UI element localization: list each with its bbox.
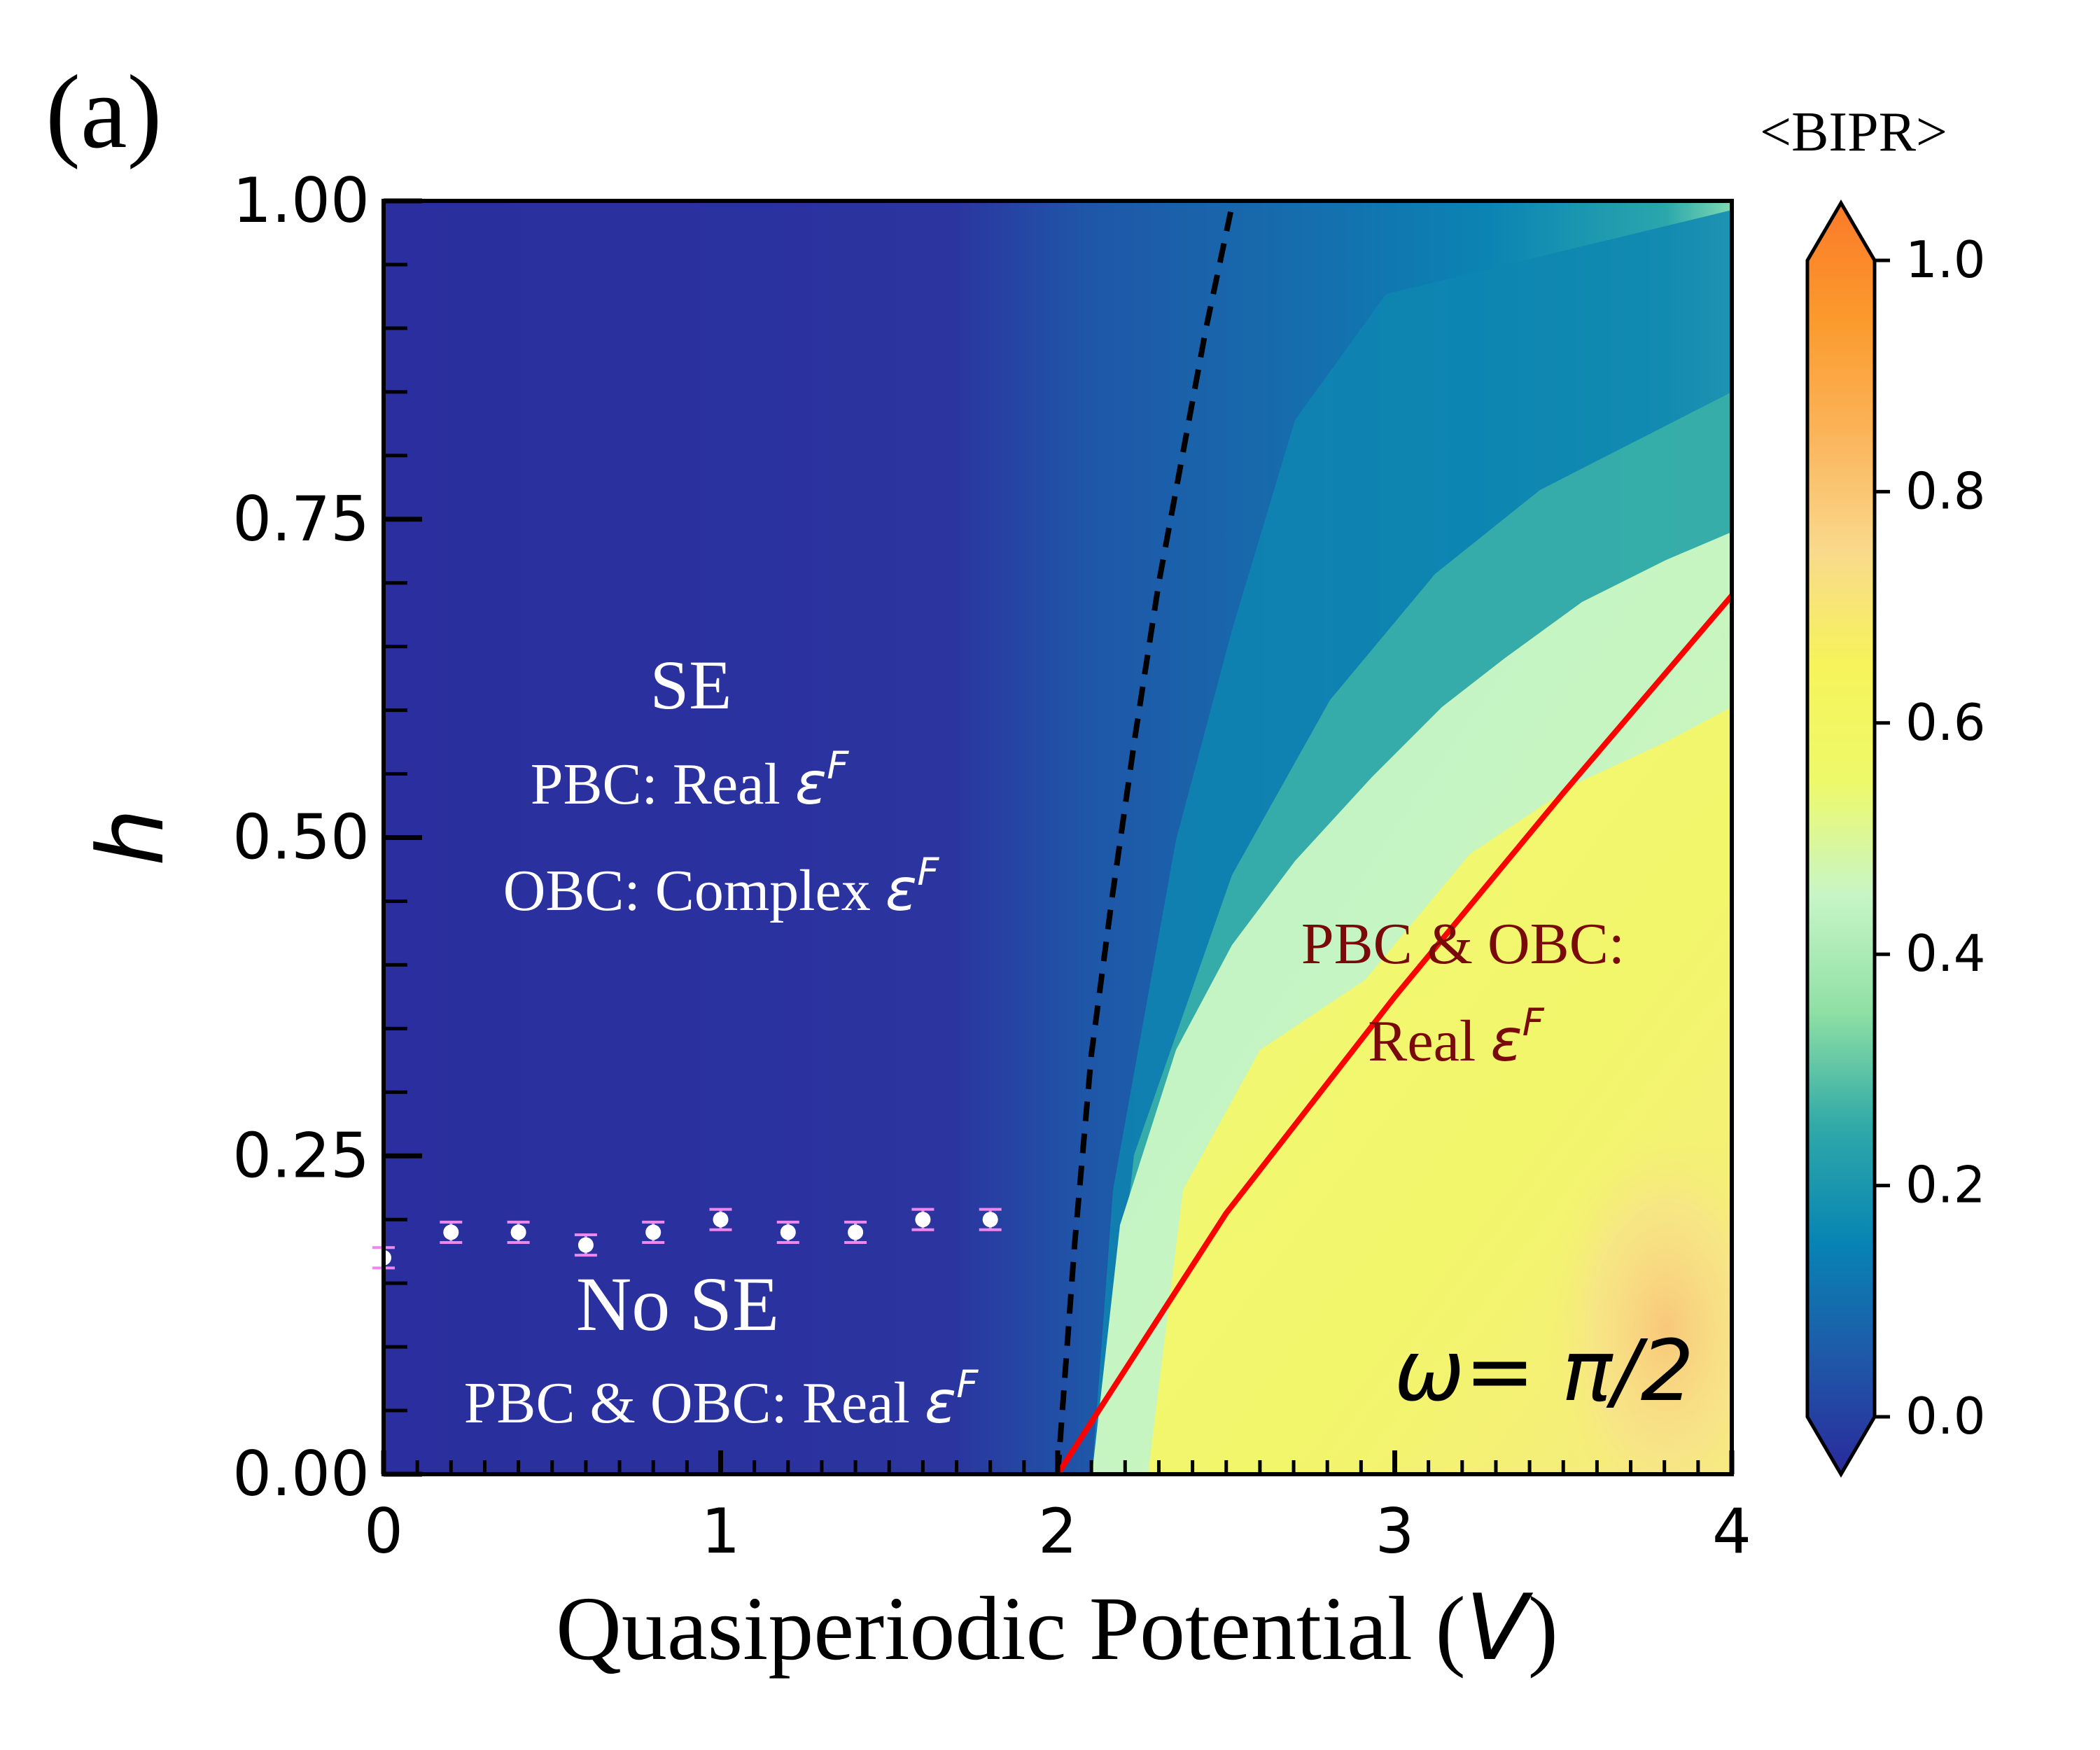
colorbar-tick-label: 0.4 — [1905, 924, 1986, 983]
right-line2-text: Real — [1368, 1009, 1490, 1074]
real-spectrum-boundary-line — [1055, 594, 1735, 1476]
y-tick-label: 0.50 — [232, 802, 370, 874]
data-point — [443, 1224, 459, 1240]
data-point — [713, 1212, 729, 1228]
se-obc-eps: ε — [886, 855, 917, 924]
x-tick-label: 1 — [701, 1495, 741, 1567]
colorbar — [1805, 200, 1877, 1478]
nose-both-label: PBC & OBC: Real εF — [464, 1362, 979, 1436]
se-pbc-eps: ε — [795, 749, 827, 818]
se-pbc-label: PBC: Real εF — [531, 743, 849, 818]
se-pbc-eps-sup: F — [827, 743, 849, 788]
x-axis-label-text: Quasiperiodic Potential ( — [556, 1578, 1466, 1679]
curves-layer — [1055, 200, 1735, 1476]
colorbar-tick-label: 0.2 — [1905, 1156, 1986, 1214]
right-line1: PBC & OBC: — [1301, 911, 1625, 976]
y-tick-label: 0.75 — [232, 483, 370, 555]
nose-both-eps: ε — [925, 1368, 956, 1436]
se-title: SE — [650, 646, 732, 724]
x-axis-label-close: ) — [1528, 1578, 1558, 1679]
colorbar-title: <BIPR> — [1760, 102, 1947, 163]
data-point — [915, 1212, 931, 1228]
heatmap — [384, 201, 1732, 1474]
data-point — [578, 1237, 594, 1253]
nose-both-text: PBC & OBC: Real — [464, 1371, 925, 1436]
panel-label: (a) — [46, 54, 162, 170]
colorbar-tick-label: 0.8 — [1905, 461, 1986, 520]
se-obc-label: OBC: Complex εF — [503, 850, 939, 924]
colorbar-tick-label: 0.6 — [1905, 693, 1986, 752]
x-axis-label-var: V — [1466, 1574, 1534, 1681]
colorbar-tick-label: 0.0 — [1905, 1387, 1986, 1446]
data-point — [510, 1224, 526, 1240]
se-pbc-text: PBC: Real — [531, 752, 795, 817]
heatmap-orange-glow — [1540, 1120, 1732, 1474]
y-tick-label: 1.00 — [232, 164, 370, 237]
x-axis-label: Quasiperiodic Potential (V) — [556, 1574, 1558, 1681]
data-point — [848, 1224, 864, 1240]
nose-title: No SE — [576, 1261, 779, 1347]
se-obc-text: OBC: Complex — [503, 858, 886, 923]
colorbar-tick-label: 1.0 — [1905, 230, 1986, 289]
x-tick-label: 0 — [364, 1495, 403, 1567]
x-tick-label: 3 — [1376, 1495, 1415, 1567]
right-line2: Real εF — [1368, 1000, 1544, 1074]
y-tick-label: 0.25 — [232, 1119, 370, 1191]
data-point — [645, 1224, 662, 1240]
right-eps-sup: F — [1522, 1000, 1545, 1044]
y-axis-label: h — [78, 808, 184, 866]
ticks-layer: 0 1 2 3 4 0.00 0.25 0.50 0.75 1.00 — [232, 164, 1751, 1567]
y-tick-label: 0.00 — [232, 1438, 370, 1510]
se-obc-eps-sup: F — [917, 850, 939, 894]
data-point — [982, 1212, 998, 1228]
right-eps: ε — [1490, 1006, 1522, 1074]
data-point — [780, 1224, 796, 1240]
colorbar-ticks-layer: 0.0 0.2 0.4 0.6 0.8 1.0 — [1875, 230, 1986, 1446]
x-tick-label: 2 — [1038, 1495, 1077, 1567]
se-boundary-dashed-line — [1055, 200, 1236, 1475]
omega-label: ω= π/2 — [1394, 1323, 1694, 1420]
x-tick-label: 4 — [1712, 1495, 1751, 1567]
nose-both-eps-sup: F — [956, 1362, 979, 1406]
annotations: SE PBC: Real εF OBC: Complex εF No SE PB… — [464, 646, 1694, 1436]
